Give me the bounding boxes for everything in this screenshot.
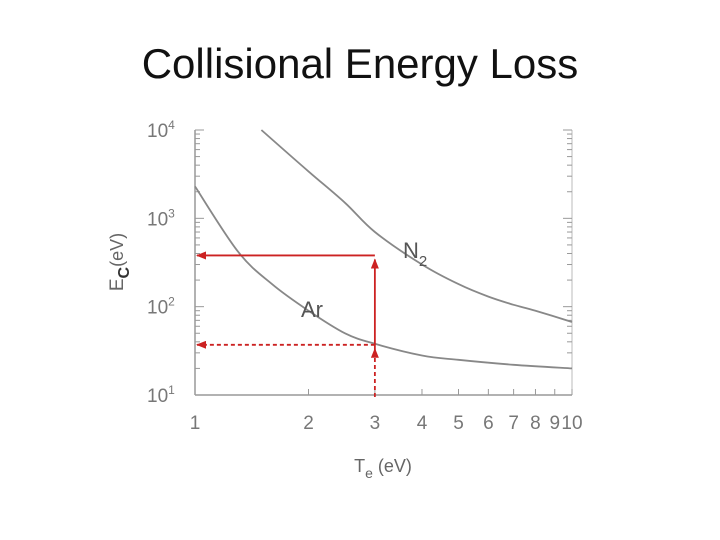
x-tick-label: 2 xyxy=(303,413,314,434)
y-tick-label: 101 xyxy=(147,383,175,407)
series-label-n2: N2 xyxy=(403,238,427,270)
series-line-ar xyxy=(194,185,573,370)
y-tick-label: 102 xyxy=(147,295,175,319)
series-label-ar: Ar xyxy=(301,297,323,322)
y-axis-label: EC(eV) xyxy=(107,233,133,291)
y-tick-label: 104 xyxy=(147,118,175,142)
slide-title: Collisional Energy Loss xyxy=(141,40,579,87)
x-tick-label: 9 xyxy=(549,413,560,434)
x-axis-label: Te (eV) xyxy=(354,456,412,481)
x-tick-label: 8 xyxy=(530,413,541,434)
x-tick-label: 4 xyxy=(417,413,428,434)
series-line-n2 xyxy=(260,129,573,323)
x-tick-label: 10 xyxy=(561,413,582,434)
x-tick-label: 3 xyxy=(370,413,381,434)
x-tick-label: 1 xyxy=(190,413,201,434)
y-tick-label: 103 xyxy=(147,206,175,230)
x-tick-label: 5 xyxy=(453,413,464,434)
x-tick-label: 7 xyxy=(508,413,519,434)
x-tick-label: 6 xyxy=(483,413,494,434)
